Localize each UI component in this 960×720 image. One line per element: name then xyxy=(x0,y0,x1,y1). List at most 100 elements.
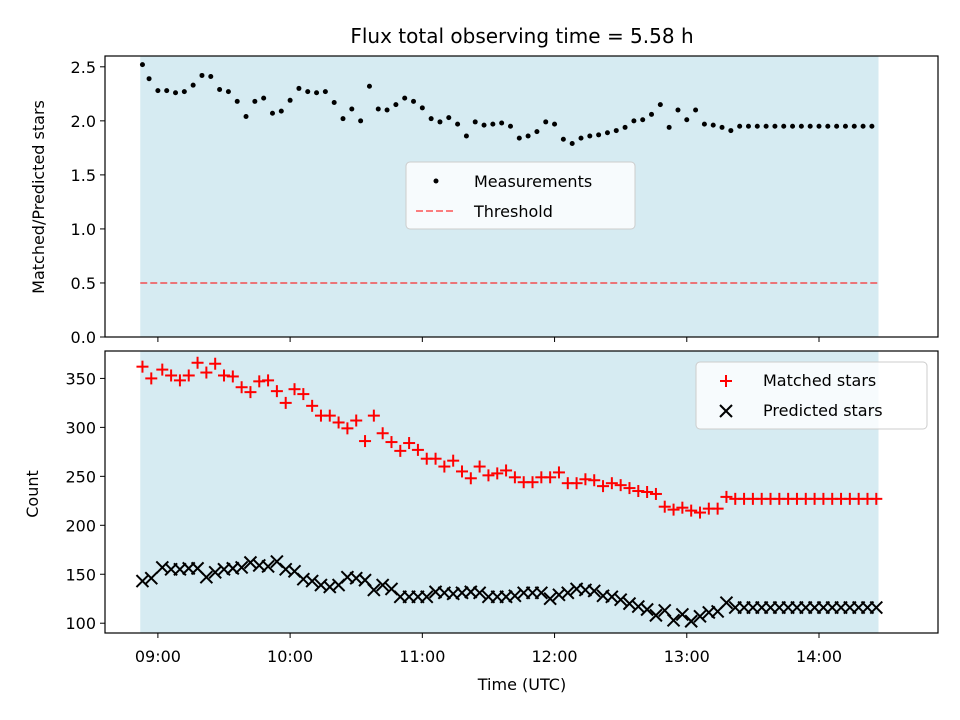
measurements-series xyxy=(139,62,875,147)
bottom-y-axis: 100 150 200 250 300 350 xyxy=(65,369,105,633)
matched-star-point xyxy=(136,360,149,373)
predicted-star-point xyxy=(543,592,557,606)
predicted-star-point xyxy=(719,595,734,610)
matched-star-point xyxy=(597,480,610,493)
legend-predicted-label: Predicted stars xyxy=(763,401,883,420)
measurement-point xyxy=(798,123,804,129)
chart-title: Flux total observing time = 5.58 h xyxy=(350,24,693,48)
measurement-point xyxy=(173,90,179,96)
predicted-star-point xyxy=(243,555,258,570)
matched-star-point xyxy=(209,357,222,370)
predicted-star-point xyxy=(675,607,690,622)
matched-star-point xyxy=(526,476,539,489)
legend-threshold-label: Threshold xyxy=(473,202,553,221)
measurement-point xyxy=(701,121,707,127)
top-y-axis-label: Matched/Predicted stars xyxy=(29,100,48,294)
measurement-point xyxy=(322,89,328,95)
top-y-tick-label: 2.5 xyxy=(71,58,96,77)
matched-star-point xyxy=(641,486,654,498)
measurement-point xyxy=(455,121,461,127)
measurement-point xyxy=(860,123,866,129)
top-x-ticks xyxy=(157,337,820,342)
measurement-point xyxy=(419,105,425,111)
matched-star-point xyxy=(438,460,451,473)
top-panel: 0.0 0.5 1.0 1.5 2.0 2.5 Matched/Predicted sta… xyxy=(29,55,939,347)
matched-star-point xyxy=(473,460,486,473)
matched-star-point xyxy=(623,482,636,495)
measurement-point xyxy=(252,98,258,104)
matched-star-point xyxy=(200,366,213,379)
matched-star-point xyxy=(350,414,363,427)
measurement-point xyxy=(851,123,857,129)
predicted-star-point xyxy=(631,599,646,614)
matched-star-point xyxy=(694,506,706,519)
bottom-y-tick-label: 250 xyxy=(65,467,96,486)
matched-star-point xyxy=(394,444,407,457)
measurement-point xyxy=(472,119,478,125)
predicted-star-point xyxy=(666,613,681,627)
predicted-star-point xyxy=(420,590,434,604)
measurement-point xyxy=(737,123,743,129)
measurement-point xyxy=(516,135,522,141)
measurement-point xyxy=(666,124,672,130)
matched-star-point xyxy=(605,477,618,490)
legend-predicted-marker xyxy=(719,404,733,418)
measurement-point xyxy=(728,128,734,134)
measurement-point xyxy=(402,95,408,101)
measurement-point xyxy=(234,98,240,104)
measurement-point xyxy=(790,123,796,129)
measurement-point xyxy=(181,89,187,95)
matched-star-point xyxy=(270,385,283,398)
measurement-point xyxy=(622,124,628,130)
measurement-point xyxy=(693,107,699,113)
bottom-x-tick-label: 12:00 xyxy=(532,647,578,666)
predicted-star-point xyxy=(640,602,654,617)
measurement-point xyxy=(278,108,284,114)
measurement-point xyxy=(314,90,320,96)
predicted-stars-series xyxy=(135,554,884,628)
matched-star-point xyxy=(403,437,416,450)
measurement-point xyxy=(525,133,531,139)
top-axes-frame xyxy=(104,55,939,338)
measurement-point xyxy=(534,129,540,135)
measurement-point xyxy=(596,132,602,138)
measurement-point xyxy=(481,122,487,128)
bottom-x-tick-label: 09:00 xyxy=(135,647,181,666)
measurement-point xyxy=(261,95,267,101)
measurement-point xyxy=(640,117,646,123)
measurement-point xyxy=(763,123,769,129)
bottom-y-axis-label: Count xyxy=(23,470,42,518)
bottom-axes-frame xyxy=(104,350,939,634)
matched-star-point xyxy=(482,469,495,482)
predicted-star-point xyxy=(367,583,381,597)
measurement-point xyxy=(552,121,558,127)
matched-star-point xyxy=(667,503,680,516)
matched-star-point xyxy=(359,435,372,448)
legend-matched-marker xyxy=(720,375,732,387)
matched-star-point xyxy=(429,452,442,465)
predicted-star-point xyxy=(375,578,390,592)
matched-star-point xyxy=(711,502,724,515)
matched-star-point xyxy=(411,443,424,456)
predicted-star-point xyxy=(534,586,549,600)
measurement-point xyxy=(781,123,787,129)
bottom-x-tick-label: 10:00 xyxy=(267,647,313,666)
predicted-star-point xyxy=(622,596,637,611)
matched-star-point xyxy=(323,409,336,422)
predicted-star-point xyxy=(693,609,707,624)
measurement-point xyxy=(269,110,275,116)
matched-star-point xyxy=(508,471,521,484)
matched-star-point xyxy=(447,454,460,467)
measurement-point xyxy=(613,128,619,134)
measurement-point xyxy=(437,119,443,125)
measurement-point xyxy=(816,123,822,129)
measurement-point xyxy=(842,123,848,129)
measurement-point xyxy=(384,107,390,113)
predicted-star-point xyxy=(135,574,150,588)
top-y-tick-label: 1.5 xyxy=(71,166,96,185)
predicted-star-point xyxy=(869,600,884,615)
measurement-point xyxy=(825,123,831,129)
matched-star-point xyxy=(367,409,380,422)
matched-star-point xyxy=(376,427,389,440)
measurement-point xyxy=(139,62,145,68)
